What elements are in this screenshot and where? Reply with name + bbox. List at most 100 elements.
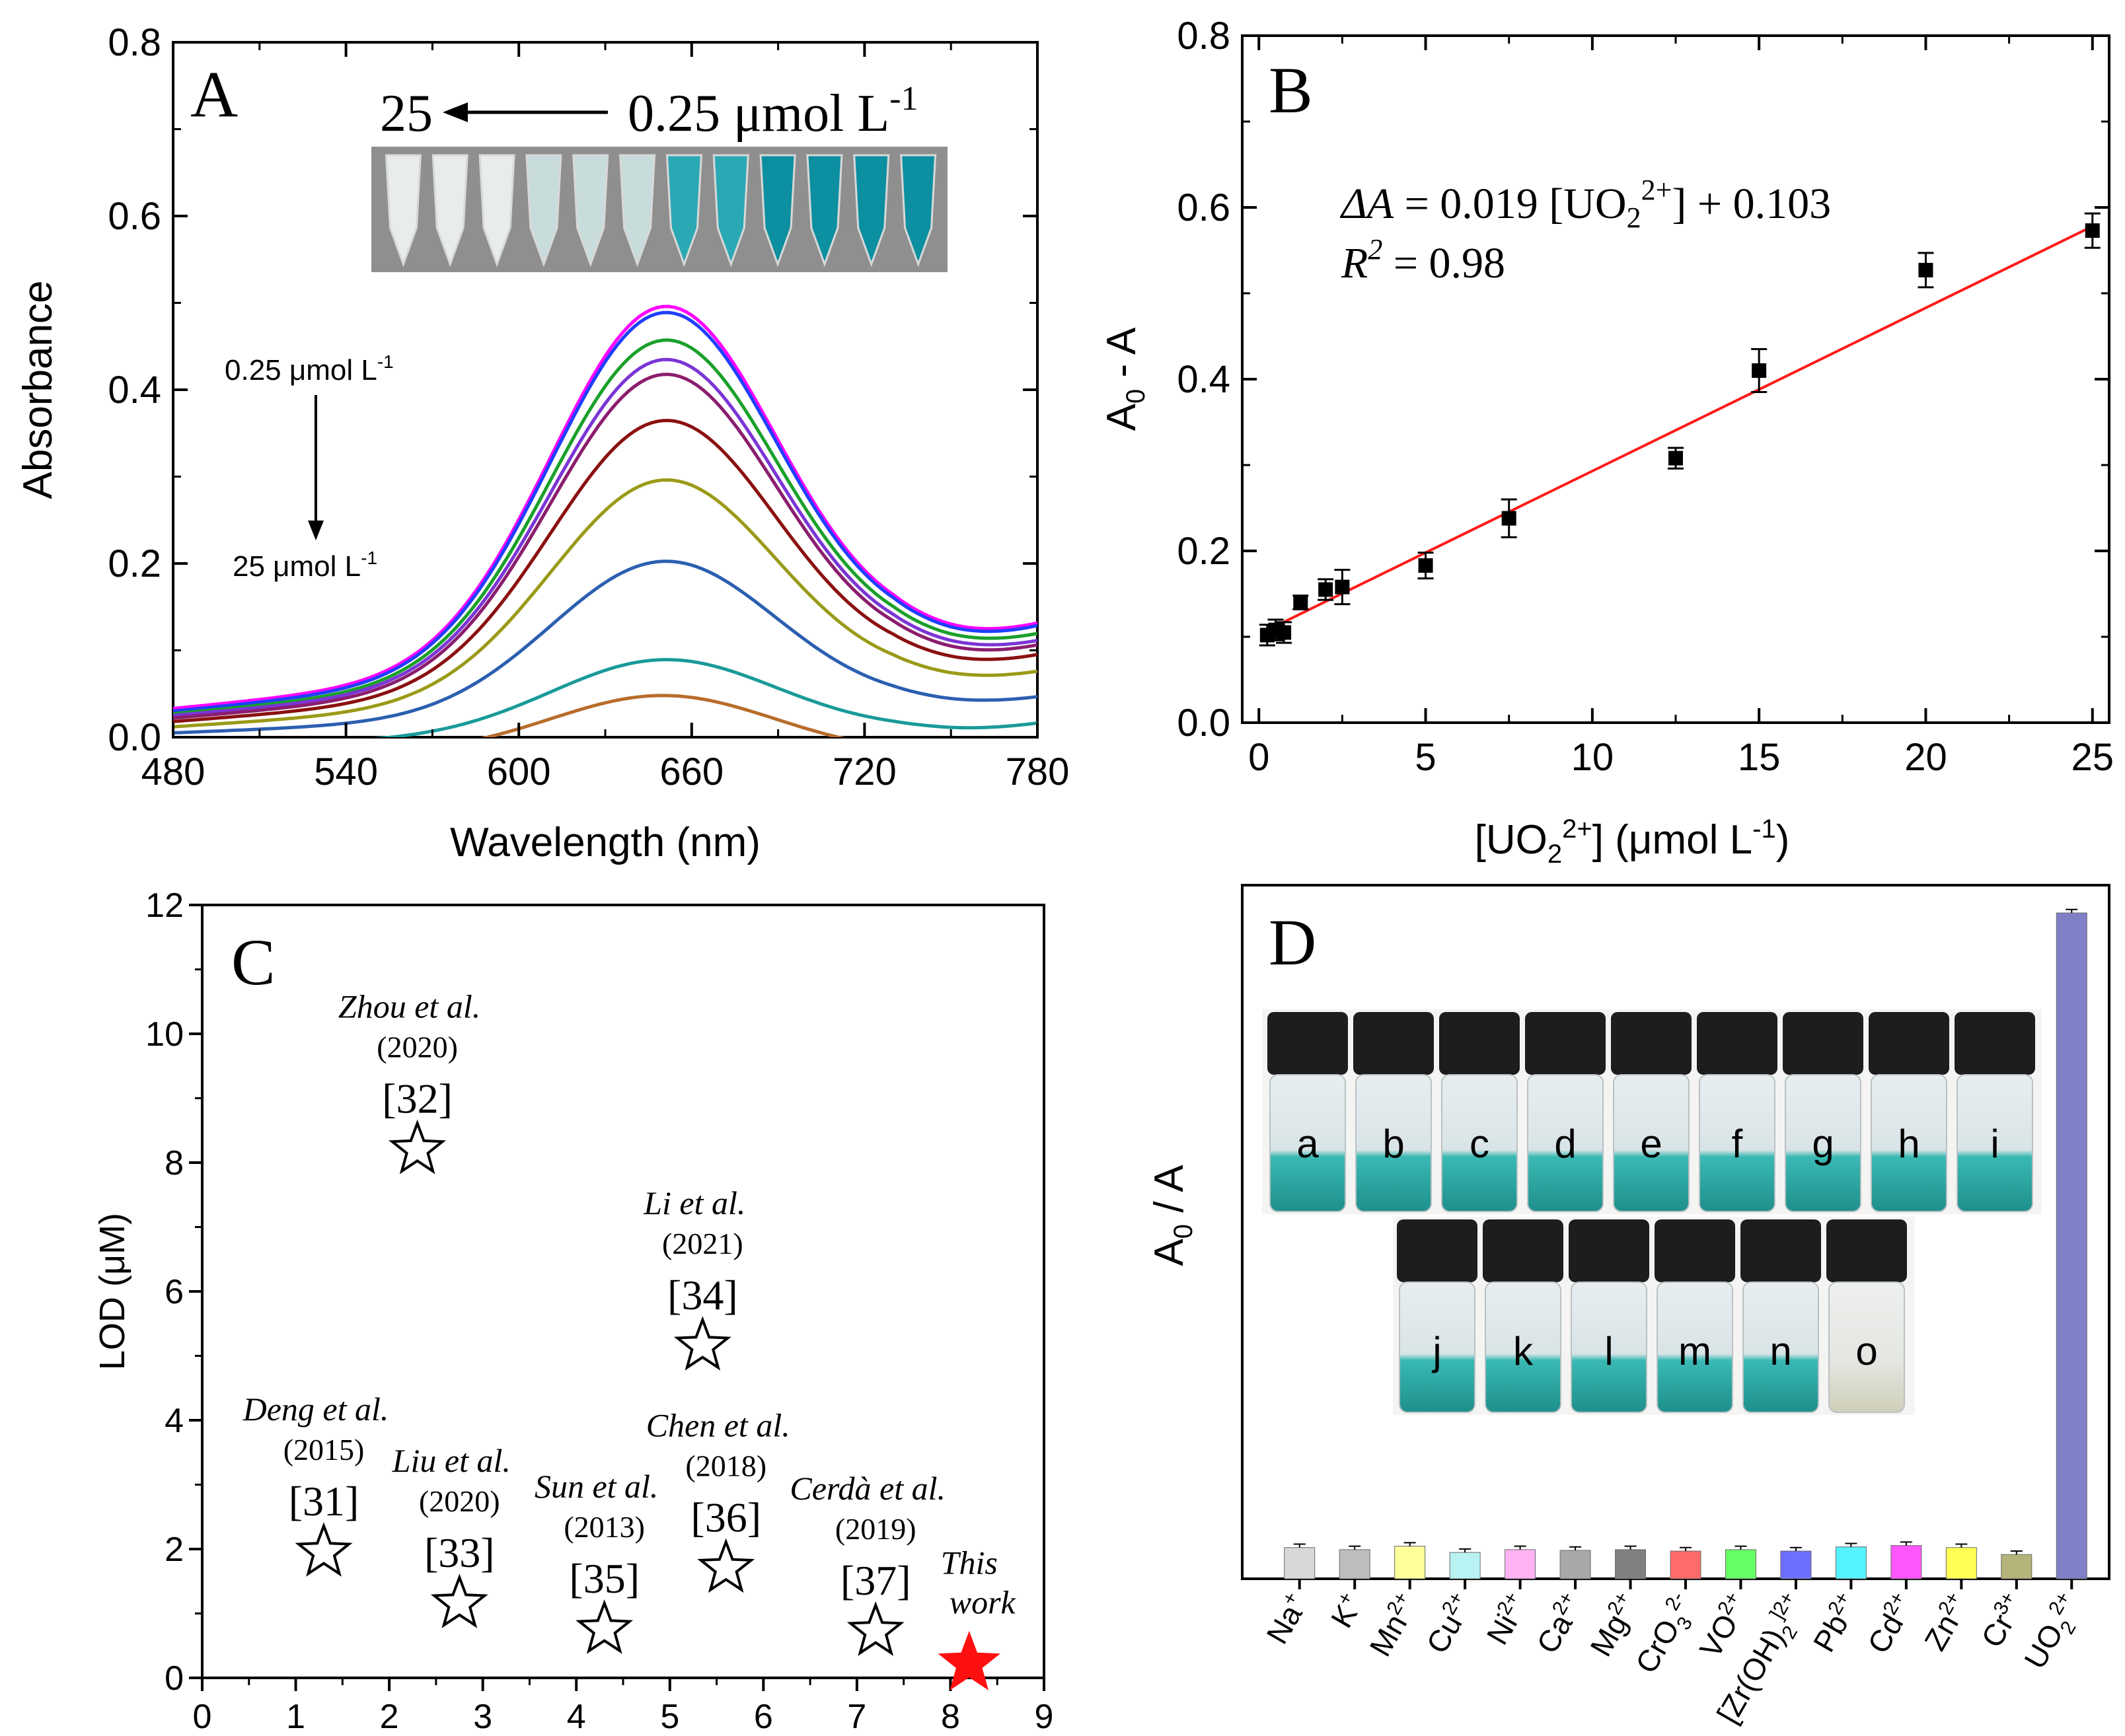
panel-b-y-label-tail: - A (1099, 327, 1144, 389)
panel-d-y-label: A0 / A (1146, 1165, 1198, 1266)
vial-cap (1869, 1012, 1949, 1075)
panel-b-y-tick-label: 0.0 (1177, 702, 1230, 744)
vial-cap (1397, 1219, 1477, 1282)
category-label: Cu2+ (1419, 1588, 1480, 1659)
panel-b-x-tick-label: 25 (2071, 736, 2114, 779)
inset-vial (385, 154, 422, 268)
panel-c-y-tick-label: 10 (145, 1015, 184, 1054)
spectrum-curve-s1 (173, 305, 1037, 711)
inset-vial (899, 154, 937, 268)
inset-vial (665, 154, 703, 268)
vial-body (1441, 1074, 1518, 1212)
vial-letter: c (1470, 1122, 1489, 1166)
panel-d-bars (1284, 908, 2087, 1589)
panel-d-letter: D (1269, 906, 1316, 979)
panel-a-y-tick-label: 0.8 (108, 21, 161, 64)
data-point (1318, 582, 1333, 597)
inset-arrow-head (443, 102, 468, 122)
panel-b-y-tick-label: 0.4 (1177, 358, 1230, 401)
panel-b-x-label-sup: 2+ (1562, 814, 1592, 844)
fit-r2-sup: 2 (1368, 233, 1382, 266)
panel-b-x-label-end: ) (1776, 817, 1790, 863)
bar (2001, 1554, 2032, 1579)
category-label-base: Na (1259, 1599, 1309, 1649)
data-point (1293, 595, 1308, 610)
lod-year-label: (2015) (283, 1433, 365, 1466)
vial-photo-row-1: a b c d e f g h i (1262, 1009, 2042, 1214)
inset-vial (759, 154, 796, 268)
fit-r2-value: = 0.98 (1382, 239, 1505, 287)
spectrum-curve-s2 (173, 310, 1037, 713)
vial-body (1957, 1074, 2033, 1212)
panel-a-x-tick-label: 540 (314, 750, 378, 793)
panel-d: Na+K+Mn2+Cu2+Ni2+Ca2+Mg2+CrO32-VO2+[Zr(O… (1146, 884, 2110, 1729)
panel-a-ticks: 480 540 600 660 720 780 0.0 0.2 0.4 0.6 0.8 (108, 21, 1069, 793)
category-label: Na+ (1258, 1588, 1314, 1649)
fit-r2: R2 = 0.98 (1341, 233, 1505, 287)
panel-b-x-tick-label: 10 (1571, 736, 1614, 779)
panel-b-x-label-main: [UO (1475, 817, 1547, 863)
data-point (1918, 262, 1933, 277)
panel-c-y-tick-label: 12 (145, 886, 184, 925)
panel-a-curves (173, 305, 1037, 737)
panel-a-x-tick-label: 720 (833, 750, 897, 793)
spectrum-curve-s7 (173, 478, 1037, 729)
category-label: Ca2+ (1528, 1588, 1590, 1659)
vial-letter: i (1990, 1122, 1999, 1166)
category-label-base: VO (1693, 1609, 1744, 1664)
vial-letter: n (1770, 1329, 1791, 1373)
lod-year-label: (2020) (419, 1484, 500, 1518)
panel-c-y-tick-label: 0 (165, 1659, 184, 1698)
vial-letter: b (1382, 1122, 1404, 1166)
bar (1890, 1545, 1922, 1579)
vial-body (1527, 1074, 1604, 1212)
category-label-base: Ni (1479, 1609, 1524, 1651)
inset-label-right-main: 0.25 μmol L (628, 85, 889, 143)
vial-body (1785, 1074, 1861, 1212)
inset-vials (385, 154, 937, 268)
bar (1615, 1549, 1647, 1579)
panel-a: 480 540 600 660 720 780 0.0 0.2 0.4 0.6 0.8 A 25 0… (15, 21, 1069, 865)
vial-letter: m (1678, 1329, 1711, 1373)
vial-letter: h (1898, 1122, 1920, 1166)
category-label-base: Mn (1362, 1609, 1413, 1662)
panel-b-x-label-sub: 2 (1547, 840, 1562, 869)
inset-vial (806, 154, 843, 268)
concentration-arrow-head (308, 521, 324, 540)
vial-cap (1783, 1012, 1863, 1075)
lod-ref-label: [32] (382, 1075, 453, 1122)
inset-vial (572, 154, 609, 268)
vial-letter: f (1732, 1122, 1743, 1166)
panel-a-x-tick-label: 780 (1006, 750, 1070, 793)
category-label-sup: ]2+ (1766, 1588, 1799, 1623)
panel-a-y-tick-label: 0.4 (108, 369, 161, 412)
fit-equation-prefix: ΔA (1339, 180, 1394, 228)
category-label: Zn2+ (1916, 1588, 1976, 1656)
vial-cap (1611, 1012, 1692, 1075)
vial-body (1613, 1074, 1690, 1212)
vial-body (1571, 1282, 1647, 1413)
lod-star (697, 1538, 755, 1593)
panel-a-letter: A (190, 57, 238, 131)
lod-year-label: (2013) (564, 1510, 645, 1544)
category-label-sup: 2- (1661, 1588, 1689, 1614)
category-label: Ni2+ (1479, 1588, 1536, 1650)
category-label: CrO32- (1627, 1588, 1705, 1682)
vial-cap (1655, 1219, 1735, 1282)
lod-author-label: Sun et al. (535, 1468, 658, 1505)
panel-b-x-label-tail-sup: -1 (1752, 814, 1776, 844)
lod-star (673, 1316, 731, 1371)
vial-letter: a (1296, 1122, 1319, 1166)
data-point (1335, 579, 1350, 595)
lod-ref-label: [34] (667, 1272, 738, 1319)
panel-b: 0 5 10 15 20 250.00.20.40.60.8 B ΔA = 0.019 [… (1099, 15, 2114, 869)
vial-body (1871, 1074, 1947, 1212)
panel-b-x-tick-label: 0 (1248, 736, 1269, 779)
this-work-label-2: work (950, 1584, 1016, 1621)
arrow-bottom-sup: -1 (361, 548, 377, 568)
data-point (1501, 511, 1516, 526)
lod-author-label: Deng et al. (242, 1391, 389, 1428)
bar (1835, 1546, 1867, 1579)
spectrum-curve-s5 (173, 373, 1037, 720)
